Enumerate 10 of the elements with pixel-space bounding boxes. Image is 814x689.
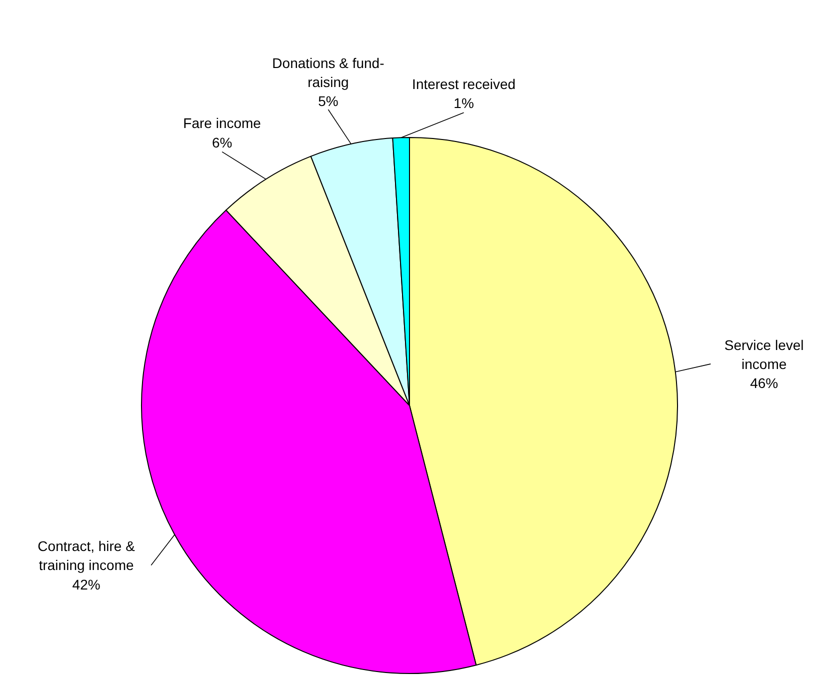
slice-label: Interest received — [412, 76, 516, 92]
data-label: 5% — [318, 93, 338, 110]
data-label: 1% — [454, 95, 474, 112]
data-label: 46% — [750, 375, 778, 392]
data-label: 6% — [212, 134, 232, 150]
data-label: 42% — [72, 576, 100, 592]
slice-label: Fare income — [183, 115, 262, 132]
slice-label: Service level income — [724, 336, 804, 372]
slice-label: Contract, hire & training income — [38, 538, 136, 574]
slice-label: Donations & fund-raising — [272, 54, 385, 90]
